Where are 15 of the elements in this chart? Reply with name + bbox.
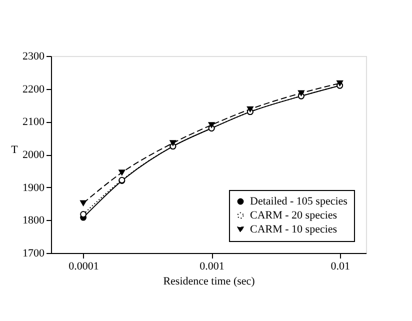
y-tick-label: 2300 [22, 50, 45, 62]
legend-label: Detailed - 105 species [250, 196, 348, 208]
y-tick-label: 1700 [22, 248, 45, 260]
x-tick-label: 0.01 [330, 260, 350, 272]
x-axis-title: Residence time (sec) [163, 276, 256, 288]
y-tick-label: 2200 [22, 83, 45, 96]
y-tick-label: 1900 [22, 182, 45, 194]
y-tick-label: 2000 [22, 149, 45, 161]
y-tick-label: 2100 [22, 116, 45, 128]
x-tick-label: 0.001 [200, 260, 224, 272]
legend-label: CARM - 20 species [250, 210, 338, 222]
y-tick-label: 1800 [22, 214, 45, 227]
legend-label: CARM - 10 species [250, 224, 338, 236]
x-tick-label: 0.0001 [68, 260, 99, 272]
y-axis-title: T [11, 144, 18, 156]
